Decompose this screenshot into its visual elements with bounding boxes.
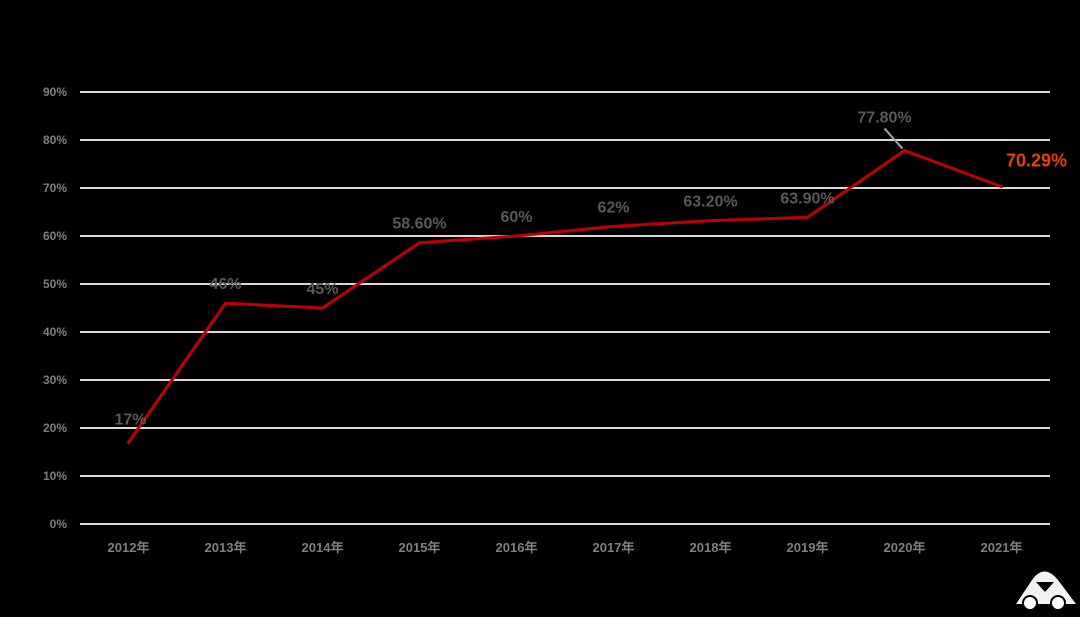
y-tick-label: 10% xyxy=(43,469,67,483)
data-label: 17% xyxy=(114,411,146,428)
highlight-data-label: 70.29% xyxy=(1006,151,1067,171)
x-tick-label: 2012年 xyxy=(108,540,150,555)
data-point xyxy=(321,306,324,310)
data-point xyxy=(1000,185,1003,189)
x-tick-label: 2019年 xyxy=(787,540,829,555)
data-point xyxy=(127,440,130,444)
x-tick-label: 2017年 xyxy=(593,540,635,555)
data-label: 63.90% xyxy=(780,190,834,207)
y-axis-ticks: 0% 10% 20% 30% 40% 50% 60% 70% 80% 90% xyxy=(43,85,67,531)
data-point xyxy=(612,224,615,228)
data-label: 60% xyxy=(500,209,532,226)
data-point xyxy=(806,215,809,219)
data-point xyxy=(418,241,421,245)
leader-line xyxy=(883,127,904,150)
series-layer xyxy=(127,148,1003,444)
y-tick-label: 0% xyxy=(50,517,68,531)
x-tick-label: 2016年 xyxy=(496,540,538,555)
data-point xyxy=(224,301,227,305)
x-tick-label: 2021年 xyxy=(981,540,1023,555)
y-tick-label: 70% xyxy=(43,181,67,195)
gridlines xyxy=(80,91,1050,525)
y-tick-label: 30% xyxy=(43,373,67,387)
data-labels: 17% 46% 45% 58.60% 60% 62% 63.20% 63.90% 77.80% 7… xyxy=(114,110,1067,429)
x-tick-label: 2015年 xyxy=(399,540,441,555)
y-tick-label: 40% xyxy=(43,325,67,339)
data-label: 45% xyxy=(306,281,338,298)
data-point xyxy=(515,234,518,238)
y-tick-label: 60% xyxy=(43,229,67,243)
data-label: 62% xyxy=(597,199,629,216)
data-label: 58.60% xyxy=(392,216,446,233)
y-tick-label: 90% xyxy=(43,85,67,99)
data-label: 46% xyxy=(209,276,241,293)
data-label: 77.80% xyxy=(857,110,911,127)
x-tick-label: 2020年 xyxy=(884,540,926,555)
data-label: 63.20% xyxy=(683,194,737,211)
y-tick-label: 80% xyxy=(43,133,67,147)
x-axis-ticks: 2012年 2013年 2014年 2015年 2016年 2017年 2018年 2019年… xyxy=(108,540,1023,555)
x-tick-label: 2014年 xyxy=(302,540,344,555)
data-point xyxy=(709,219,712,223)
car-logo-icon xyxy=(1016,571,1076,611)
x-tick-label: 2018年 xyxy=(690,540,732,555)
x-tick-label: 2013年 xyxy=(205,540,247,555)
y-tick-label: 50% xyxy=(43,277,67,291)
y-tick-label: 20% xyxy=(43,421,67,435)
series-line xyxy=(127,148,1003,444)
data-point xyxy=(903,149,906,153)
